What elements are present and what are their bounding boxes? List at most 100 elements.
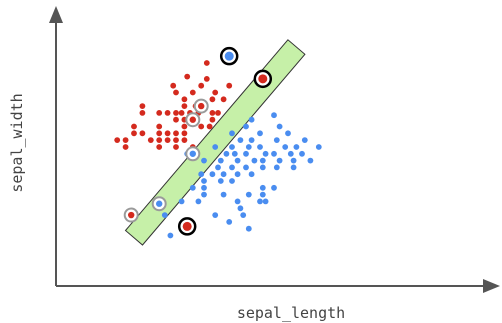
data-point-red: [164, 110, 171, 116]
data-point-blue: [287, 150, 294, 157]
data-point-blue: [237, 205, 244, 212]
data-point-blue: [212, 144, 219, 150]
data-point-blue: [245, 225, 252, 232]
data-point-blue: [234, 171, 241, 178]
data-point-blue: [262, 198, 269, 205]
support-vector-point-blue: [189, 150, 196, 157]
data-point-blue: [229, 178, 235, 184]
data-point-blue: [201, 178, 207, 184]
data-point-blue: [229, 144, 235, 150]
axes: [49, 6, 500, 293]
data-point-blue: [201, 191, 207, 198]
data-point-blue: [299, 150, 305, 157]
data-point-red: [189, 89, 196, 96]
data-point-blue: [273, 164, 280, 171]
data-point-blue: [229, 164, 235, 171]
data-point-blue: [178, 198, 185, 205]
data-point-red: [198, 123, 205, 130]
data-point-blue: [282, 144, 289, 150]
data-point-red: [209, 110, 216, 116]
data-point-red: [215, 110, 221, 116]
data-point-blue: [307, 157, 314, 164]
misclassified-point-red: [182, 221, 192, 231]
data-point-blue: [237, 137, 244, 144]
data-point-red: [173, 137, 179, 144]
data-point-red: [206, 123, 213, 130]
data-point-blue: [243, 150, 249, 157]
data-point-blue: [248, 116, 255, 123]
data-point-red: [156, 130, 163, 137]
data-point-red: [156, 110, 163, 116]
data-point-blue: [273, 137, 280, 144]
data-point-blue: [215, 164, 221, 171]
data-point-blue: [293, 144, 300, 150]
data-point-blue: [248, 171, 255, 178]
data-point-blue: [161, 212, 168, 219]
data-point-blue: [195, 198, 202, 205]
data-point-blue: [240, 212, 247, 219]
data-point-blue: [271, 184, 277, 191]
support-vector-point-red: [128, 211, 135, 219]
support-vector-point-red: [198, 102, 205, 110]
data-point-red: [173, 116, 179, 123]
data-point-red: [226, 82, 233, 89]
data-point-blue: [201, 157, 207, 164]
data-point-red: [181, 96, 188, 103]
data-point-blue: [223, 150, 230, 157]
data-point-blue: [243, 164, 249, 171]
data-point-red: [139, 130, 146, 137]
data-point-red: [164, 130, 171, 137]
data-point-red: [122, 137, 129, 144]
data-points: [114, 60, 322, 239]
data-point-blue: [290, 164, 297, 171]
data-point-red: [220, 96, 227, 103]
y-axis-arrow-icon: [49, 6, 63, 23]
x-axis-arrow-icon: [483, 279, 500, 293]
data-point-red: [131, 130, 137, 137]
data-point-blue: [248, 137, 255, 144]
data-point-red: [139, 110, 146, 116]
data-point-blue: [276, 123, 283, 130]
data-point-blue: [201, 184, 207, 191]
data-point-red: [122, 144, 129, 150]
data-point-blue: [262, 150, 269, 157]
data-point-red: [203, 76, 210, 82]
data-point-blue: [220, 191, 227, 198]
data-point-red: [181, 103, 188, 109]
data-point-red: [173, 89, 179, 96]
data-point-red: [184, 73, 191, 80]
data-point-blue: [315, 144, 322, 150]
misclassified-point-red: [258, 74, 268, 84]
data-point-blue: [189, 184, 196, 191]
data-point-blue: [259, 164, 266, 171]
data-point-red: [131, 123, 137, 130]
data-point-blue: [257, 130, 263, 137]
data-point-red: [212, 89, 219, 96]
data-point-red: [181, 137, 188, 144]
data-point-blue: [245, 191, 252, 198]
misclassified-point-blue: [224, 51, 234, 61]
data-point-blue: [251, 157, 258, 164]
data-point-red: [156, 137, 163, 144]
data-point-blue: [220, 171, 227, 178]
data-point-blue: [243, 123, 249, 130]
support-vector-point-red: [189, 116, 196, 123]
highlight-rings: [123, 46, 273, 236]
data-point-blue: [212, 212, 219, 219]
x-axis-label: sepal_length: [237, 304, 345, 322]
data-point-blue: [276, 157, 283, 164]
data-point-blue: [257, 198, 263, 205]
data-point-red: [173, 110, 179, 116]
data-point-blue: [257, 144, 263, 150]
data-point-red: [178, 110, 185, 116]
data-point-red: [170, 82, 177, 89]
data-point-blue: [259, 191, 266, 198]
data-point-blue: [290, 157, 297, 164]
data-point-blue: [217, 157, 224, 164]
data-point-blue: [209, 171, 216, 178]
data-point-blue: [231, 150, 238, 157]
data-point-blue: [234, 157, 241, 164]
data-point-red: [209, 96, 216, 103]
data-point-blue: [229, 130, 235, 137]
